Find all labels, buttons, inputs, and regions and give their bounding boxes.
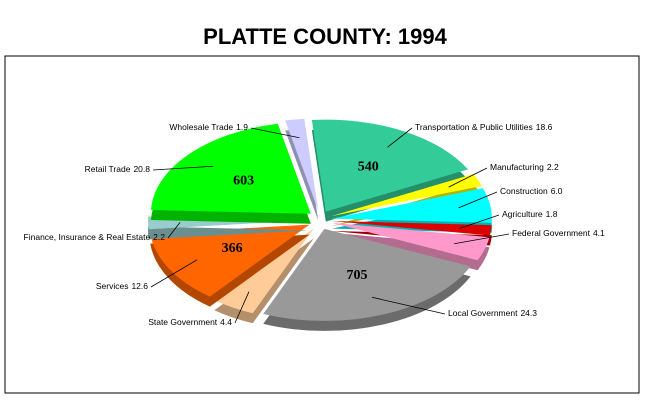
slice-label: Retail Trade 20.8 (85, 164, 151, 174)
slice-label: Transportation & Public Utilities 18.6 (415, 122, 553, 132)
slice-value: 6.0 (551, 186, 563, 196)
slice-name: Services (96, 281, 129, 291)
leader-line (371, 296, 446, 315)
plot-frame (4, 55, 640, 394)
slice-name: Federal Government (512, 228, 591, 238)
slice-label: Services 12.6 (96, 281, 148, 291)
slice-value: 2.2 (153, 232, 165, 242)
leader-line (387, 127, 413, 148)
leader-line (150, 259, 198, 288)
pie-slice (331, 222, 490, 261)
leader-line (448, 167, 488, 188)
pie-slice (331, 220, 492, 236)
slice-name: Manufacturing (490, 162, 544, 172)
slice-count: 705 (347, 268, 368, 283)
slice-name: State Government (148, 317, 218, 327)
chart-title: PLATTE COUNTY: 1994 (203, 24, 447, 49)
slice-name: Construction (500, 186, 548, 196)
pie-slice (263, 228, 471, 321)
slice-name: Agriculture (502, 209, 543, 219)
slice-count: 540 (358, 159, 379, 174)
slice-value: 18.6 (536, 122, 553, 132)
slice-value: 1.9 (236, 122, 248, 132)
slice-label: Manufacturing 2.2 (490, 162, 559, 172)
pie-slice-side (285, 128, 319, 221)
slice-count: 366 (222, 241, 243, 256)
slice-name: Retail Trade (85, 164, 131, 174)
slice-value: 4.4 (220, 317, 232, 327)
leader-line (250, 127, 300, 139)
leader-line (234, 291, 250, 324)
slice-value: 4.1 (593, 228, 605, 238)
slice-label: Agriculture 1.8 (502, 209, 558, 219)
leader-line (152, 165, 214, 171)
slice-label: Construction 6.0 (500, 186, 563, 196)
pie-slice (285, 118, 319, 211)
pie-slice-side (148, 226, 309, 240)
slice-value: 24.3 (520, 308, 537, 318)
slice-label: Finance, Insurance & Real Estate 2.2 (24, 232, 166, 242)
slice-name: Wholesale Trade (169, 122, 233, 132)
slice-label: Local Government 24.3 (448, 308, 537, 318)
slice-value: 20.8 (133, 164, 150, 174)
leader-line (459, 214, 500, 229)
pie-slice (311, 119, 468, 212)
pie-slice (331, 188, 492, 223)
slice-value: 1.8 (546, 209, 558, 219)
slice-label: Wholesale Trade 1.9 (169, 122, 248, 132)
pie-slice (331, 174, 483, 217)
slice-label: State Government 4.4 (148, 317, 232, 327)
slice-name: Finance, Insurance & Real Estate (24, 232, 151, 242)
slice-name: Transportation & Public Utilities (415, 122, 533, 132)
slice-label: Federal Government 4.1 (512, 228, 605, 238)
slice-count: 603 (233, 173, 254, 188)
slice-name: Local Government (448, 308, 518, 318)
slice-value: 12.6 (131, 281, 148, 291)
pie-slice (214, 228, 314, 314)
pie-slice (150, 123, 311, 214)
leader-line (167, 222, 181, 239)
pie-slice (150, 224, 310, 297)
slice-value: 2.2 (547, 162, 559, 172)
leader-line (454, 233, 510, 245)
leader-line (458, 191, 498, 209)
